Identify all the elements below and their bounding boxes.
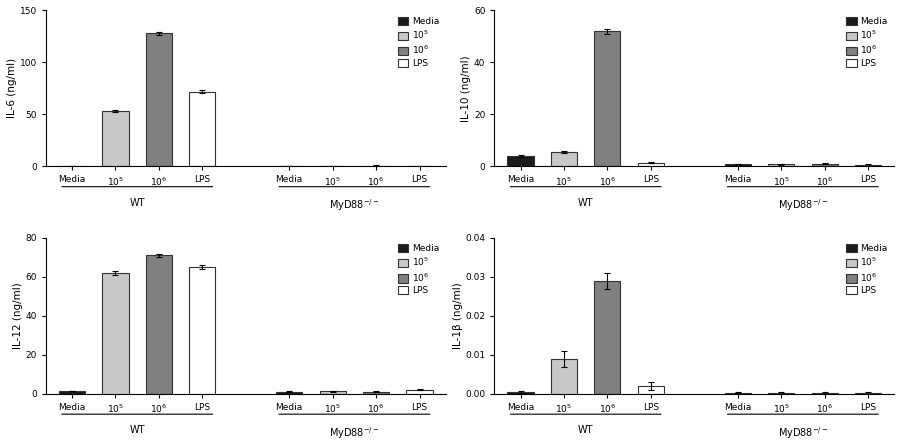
Text: MyD88$^{-/-}$: MyD88$^{-/-}$ bbox=[778, 425, 828, 441]
Bar bbox=[551, 152, 577, 166]
Bar bbox=[855, 165, 881, 166]
Legend: Media, 10$^5$, 10$^6$, LPS: Media, 10$^5$, 10$^6$, LPS bbox=[844, 242, 889, 297]
Text: MyD88$^{-/-}$: MyD88$^{-/-}$ bbox=[329, 198, 379, 213]
Bar bbox=[768, 164, 794, 166]
Bar bbox=[638, 163, 664, 166]
Bar bbox=[103, 111, 129, 166]
Y-axis label: IL-1β (ng/ml): IL-1β (ng/ml) bbox=[452, 283, 462, 349]
Bar bbox=[812, 164, 838, 166]
Text: WT: WT bbox=[130, 425, 145, 435]
Legend: Media, 10$^5$, 10$^6$, LPS: Media, 10$^5$, 10$^6$, LPS bbox=[396, 15, 441, 70]
Bar bbox=[595, 281, 621, 394]
Text: WT: WT bbox=[578, 198, 594, 207]
Bar bbox=[638, 386, 664, 394]
Legend: Media, 10$^5$, 10$^6$, LPS: Media, 10$^5$, 10$^6$, LPS bbox=[844, 15, 889, 70]
Text: WT: WT bbox=[130, 198, 145, 207]
Bar bbox=[189, 267, 215, 394]
Bar bbox=[146, 255, 172, 394]
Bar bbox=[768, 393, 794, 394]
Bar bbox=[146, 33, 172, 166]
Text: MyD88$^{-/-}$: MyD88$^{-/-}$ bbox=[778, 198, 828, 213]
Y-axis label: IL-6 (ng/ml): IL-6 (ng/ml) bbox=[7, 58, 17, 119]
Bar bbox=[59, 391, 85, 394]
Bar bbox=[363, 392, 389, 394]
Bar bbox=[551, 359, 577, 394]
Bar bbox=[507, 392, 533, 394]
Bar bbox=[277, 392, 302, 394]
Text: WT: WT bbox=[578, 425, 594, 435]
Legend: Media, 10$^5$, 10$^6$, LPS: Media, 10$^5$, 10$^6$, LPS bbox=[396, 242, 441, 297]
Bar bbox=[507, 156, 533, 166]
Bar bbox=[812, 393, 838, 394]
Bar bbox=[189, 91, 215, 166]
Y-axis label: IL-12 (ng/ml): IL-12 (ng/ml) bbox=[13, 283, 23, 349]
Bar bbox=[724, 393, 751, 394]
Bar bbox=[320, 392, 346, 394]
Bar bbox=[103, 273, 129, 394]
Text: MyD88$^{-/-}$: MyD88$^{-/-}$ bbox=[329, 425, 379, 441]
Y-axis label: IL-10 (ng/ml): IL-10 (ng/ml) bbox=[461, 55, 471, 122]
Bar bbox=[595, 31, 621, 166]
Bar bbox=[406, 390, 432, 394]
Bar bbox=[724, 164, 751, 166]
Bar bbox=[855, 393, 881, 394]
